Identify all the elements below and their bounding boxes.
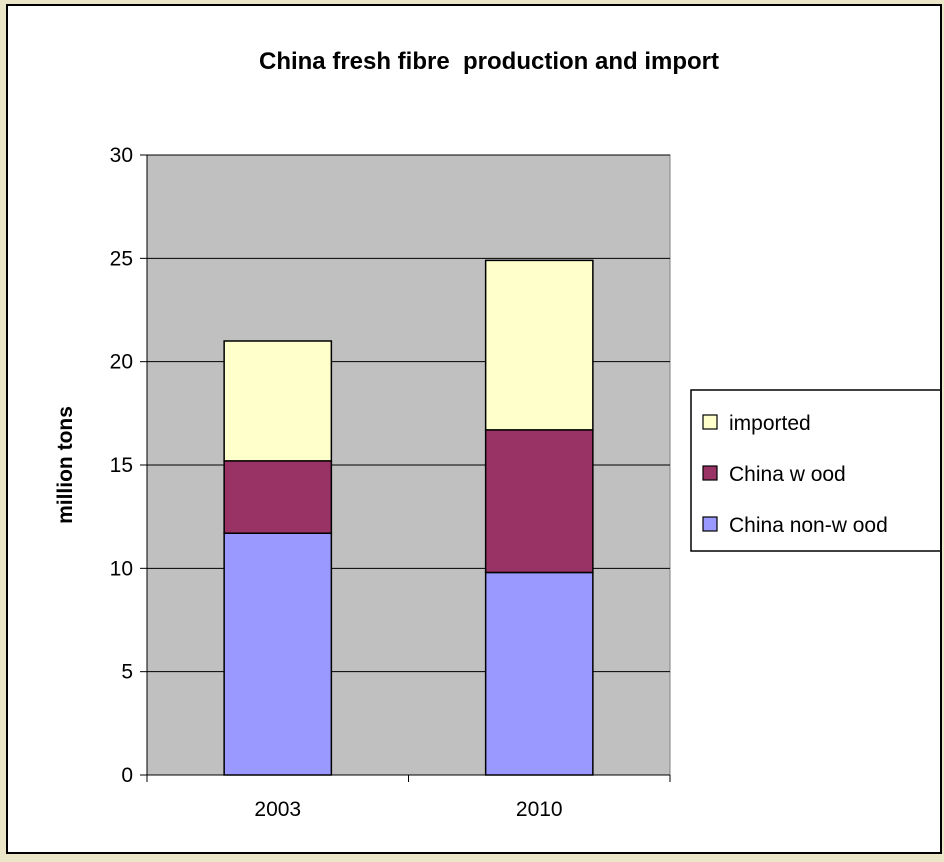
bar-segment[interactable] (223, 340, 333, 462)
chart-svg: China fresh fibre production and import … (54, 48, 940, 821)
y-tick-label: 30 (110, 144, 133, 167)
y-axis-title: million tons (54, 406, 77, 524)
legend-box (690, 389, 940, 552)
legend-swatch (702, 516, 718, 532)
chart-title: China fresh fibre production and import (259, 48, 719, 75)
legend-label: imported (729, 412, 811, 435)
x-tick-label: 2010 (516, 798, 563, 821)
bar-segment[interactable] (484, 429, 594, 574)
y-tick-label: 10 (110, 557, 133, 580)
bar-segment[interactable] (223, 532, 333, 776)
bar-segment[interactable] (484, 259, 594, 431)
y-tick-label: 0 (121, 764, 133, 787)
y-axis: 0 5 10 15 20 25 30 (110, 144, 148, 787)
legend-label: China non-w ood (729, 514, 888, 537)
legend-label: China w ood (729, 463, 846, 486)
bar-segment[interactable] (223, 460, 333, 534)
y-tick-label: 20 (110, 351, 133, 374)
legend[interactable]: imported China w ood China non-w ood (690, 389, 940, 552)
chart-area[interactable]: China fresh fibre production and import … (6, 4, 942, 854)
legend-swatch (702, 414, 718, 430)
y-tick-label: 25 (110, 247, 133, 270)
bars (223, 259, 594, 776)
legend-swatch (702, 465, 718, 481)
y-tick-label: 15 (110, 454, 133, 477)
y-tick-label: 5 (121, 661, 133, 684)
x-tick-label: 2003 (254, 798, 301, 821)
bar-segment[interactable] (484, 571, 594, 776)
x-axis: 2003 2010 (146, 774, 671, 821)
